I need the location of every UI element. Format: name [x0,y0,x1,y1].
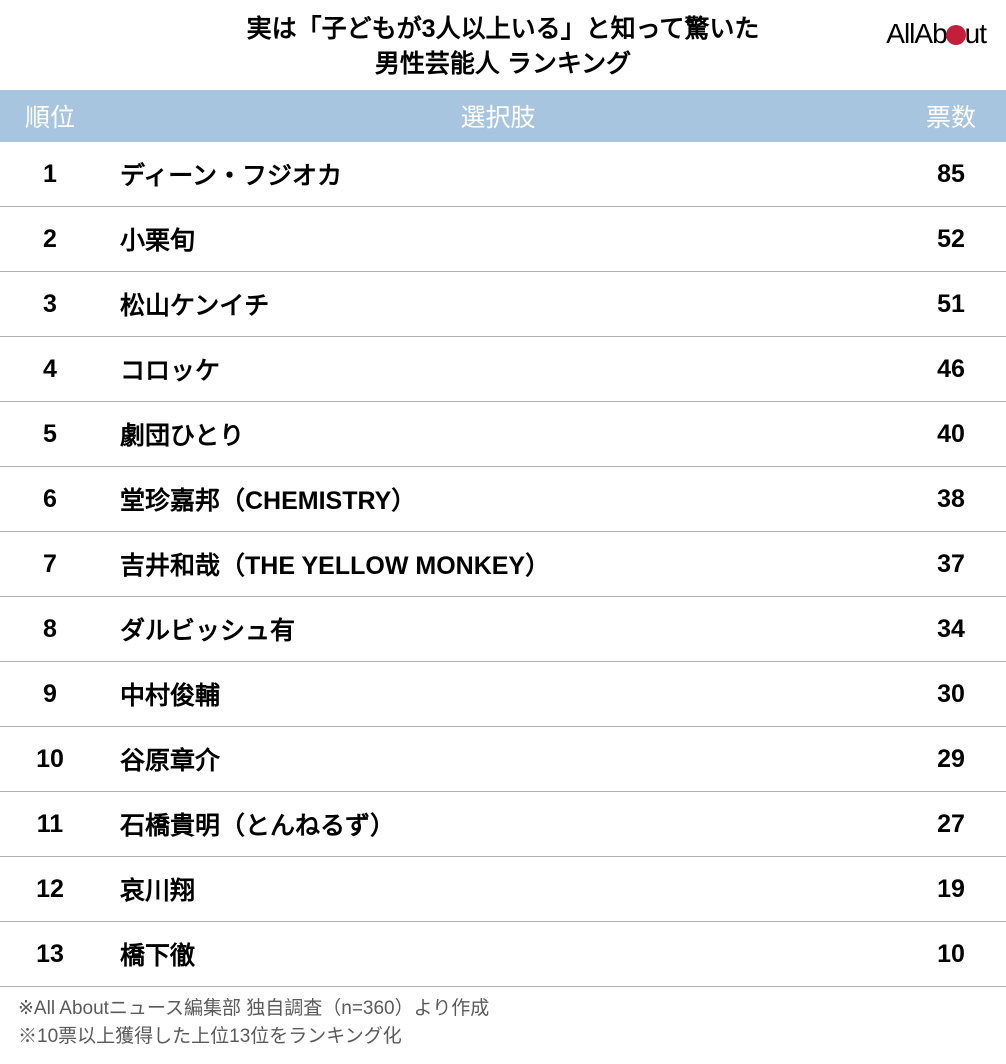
table-body: 1ディーン・フジオカ852小栗旬523松山ケンイチ514コロッケ465劇団ひとり… [0,142,1006,987]
cell-name: コロッケ [100,337,896,402]
cell-rank: 3 [0,272,100,337]
table-row: 1ディーン・フジオカ85 [0,142,1006,207]
allabout-logo: All Ab ut [886,18,986,50]
ranking-container: 実は「子どもが3人以上いる」と知って驚いた 男性芸能人 ランキング All Ab… [0,0,1006,1064]
cell-name: 中村俊輔 [100,662,896,727]
footnote-2: ※10票以上獲得した上位13位をランキング化 [18,1023,988,1051]
cell-votes: 30 [896,662,1006,727]
cell-rank: 10 [0,727,100,792]
footnote-1: ※All Aboutニュース編集部 独自調査（n=360）より作成 [18,995,988,1023]
table-row: 4コロッケ46 [0,337,1006,402]
cell-rank: 11 [0,792,100,857]
table-row: 12哀川翔19 [0,857,1006,922]
logo-text-ut: ut [965,18,986,50]
logo-text-ab: Ab [914,18,946,50]
footnotes: ※All Aboutニュース編集部 独自調査（n=360）より作成 ※10票以上… [0,987,1006,1064]
table-header-row: 順位 選択肢 票数 [0,90,1006,142]
cell-name: 哀川翔 [100,857,896,922]
cell-votes: 52 [896,207,1006,272]
table-row: 6堂珍嘉邦（CHEMISTRY）38 [0,467,1006,532]
cell-name: 小栗旬 [100,207,896,272]
table-row: 8ダルビッシュ有34 [0,597,1006,662]
cell-votes: 46 [896,337,1006,402]
cell-votes: 29 [896,727,1006,792]
cell-name: 石橋貴明（とんねるず） [100,792,896,857]
header-section: 実は「子どもが3人以上いる」と知って驚いた 男性芸能人 ランキング All Ab… [0,0,1006,90]
cell-name: ディーン・フジオカ [100,142,896,207]
cell-rank: 1 [0,142,100,207]
cell-name: 劇団ひとり [100,402,896,467]
cell-rank: 7 [0,532,100,597]
cell-votes: 19 [896,857,1006,922]
title-line-2: 男性芸能人 ランキング [20,47,986,82]
table-row: 11石橋貴明（とんねるず）27 [0,792,1006,857]
title-block: 実は「子どもが3人以上いる」と知って驚いた 男性芸能人 ランキング [20,12,986,82]
cell-name: 堂珍嘉邦（CHEMISTRY） [100,467,896,532]
cell-votes: 27 [896,792,1006,857]
cell-rank: 9 [0,662,100,727]
col-header-name: 選択肢 [100,90,896,142]
cell-name: 谷原章介 [100,727,896,792]
cell-rank: 5 [0,402,100,467]
table-row: 10谷原章介29 [0,727,1006,792]
cell-rank: 12 [0,857,100,922]
cell-votes: 85 [896,142,1006,207]
cell-votes: 10 [896,922,1006,987]
table-row: 7吉井和哉（THE YELLOW MONKEY）37 [0,532,1006,597]
cell-name: 橋下徹 [100,922,896,987]
table-row: 3松山ケンイチ51 [0,272,1006,337]
ranking-table: 順位 選択肢 票数 1ディーン・フジオカ852小栗旬523松山ケンイチ514コロ… [0,90,1006,987]
cell-name: 吉井和哉（THE YELLOW MONKEY） [100,532,896,597]
table-row: 2小栗旬52 [0,207,1006,272]
table-row: 13橋下徹10 [0,922,1006,987]
col-header-rank: 順位 [0,90,100,142]
cell-rank: 13 [0,922,100,987]
cell-rank: 4 [0,337,100,402]
cell-rank: 8 [0,597,100,662]
cell-votes: 51 [896,272,1006,337]
table-row: 5劇団ひとり40 [0,402,1006,467]
cell-name: 松山ケンイチ [100,272,896,337]
cell-votes: 38 [896,467,1006,532]
cell-rank: 2 [0,207,100,272]
logo-dot-icon [946,25,966,45]
col-header-votes: 票数 [896,90,1006,142]
cell-votes: 37 [896,532,1006,597]
cell-votes: 40 [896,402,1006,467]
cell-name: ダルビッシュ有 [100,597,896,662]
logo-text-all: All [886,18,914,50]
title-line-1: 実は「子どもが3人以上いる」と知って驚いた [20,12,986,47]
cell-rank: 6 [0,467,100,532]
table-row: 9中村俊輔30 [0,662,1006,727]
cell-votes: 34 [896,597,1006,662]
